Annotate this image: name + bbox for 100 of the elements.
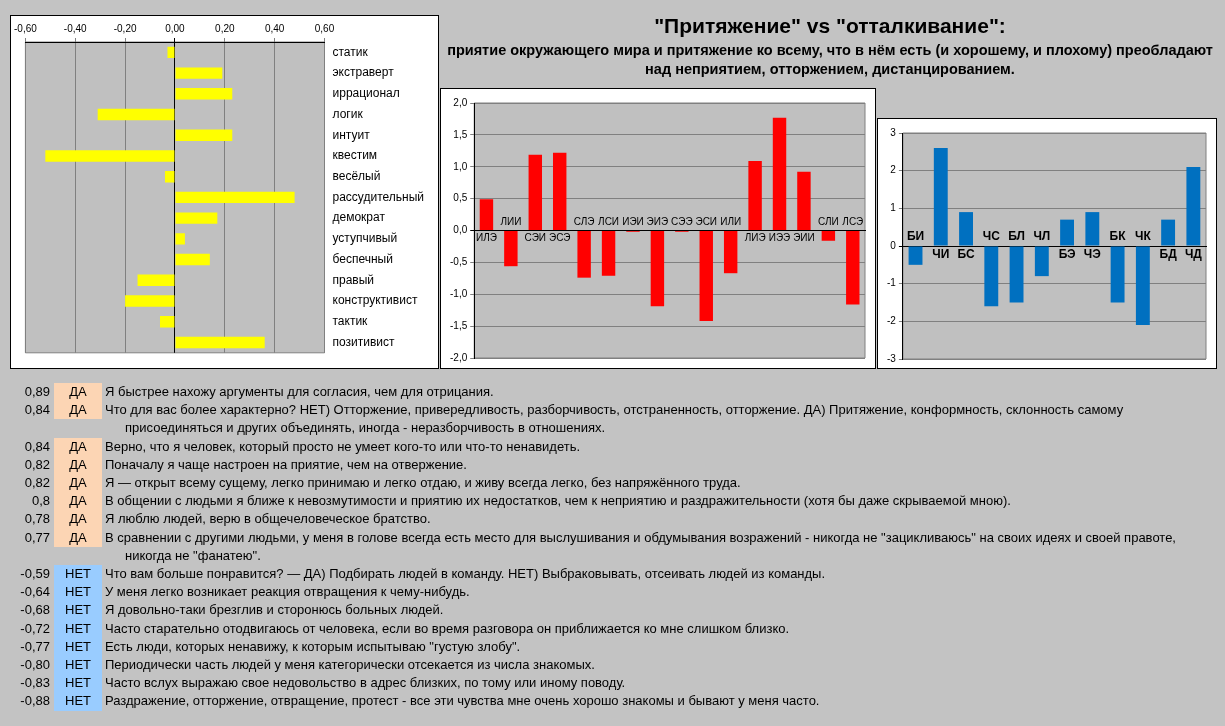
data-label: 0,84 [23, 401, 51, 420]
bar [175, 336, 265, 349]
data-label: -0,77 [19, 637, 51, 656]
y-tick-label: беспечный [332, 251, 393, 266]
x-tick-label: ИЭИ [622, 216, 644, 228]
category-label: ДА [54, 474, 102, 493]
bar [175, 88, 233, 100]
x-tick-label: ЭСИ [695, 216, 718, 228]
y-tick-label: 3 [890, 126, 897, 138]
x-tick-label: БЭ [1058, 247, 1076, 262]
bar [1009, 246, 1024, 303]
category-label: ДА [54, 528, 102, 547]
data-label: -0,64 [19, 583, 51, 602]
y-tick-label: статик [332, 44, 369, 59]
y-tick-label: -2 [886, 315, 897, 327]
bar [748, 161, 762, 230]
x-tick-label: БК [1109, 229, 1127, 244]
x-tick-label: БС [957, 247, 975, 262]
bar [479, 199, 494, 230]
category-label: НЕТ [54, 656, 102, 675]
bar [1034, 246, 1049, 277]
x-tick-label: ЧЭ [1083, 247, 1102, 262]
text: Часто старательно отодвигаюсь от человека, если во время разговора он приближается ко мне слишком близко. [105, 619, 791, 638]
y-tick-label: 0,5 [453, 192, 468, 204]
y-tick-label: рассудительный [332, 189, 424, 204]
y-tick-label: -1,5 [450, 319, 468, 331]
data-label: 0,84 [23, 437, 51, 456]
data-label: -0,88 [19, 692, 51, 711]
y-tick-label: -0,5 [450, 256, 468, 268]
bar [1110, 246, 1125, 303]
y-tick-label: 1,5 [453, 128, 468, 140]
bar [159, 316, 175, 328]
bar [45, 150, 175, 162]
y-tick-label: экстраверт [332, 65, 395, 80]
bar [984, 246, 999, 307]
data-label: 0,82 [23, 455, 51, 474]
bar [772, 117, 787, 230]
bar [175, 129, 233, 141]
bar [1161, 219, 1176, 246]
x-tick-label: ЛСИ [598, 216, 620, 228]
bar [1135, 246, 1150, 326]
y-tick-label: -3 [886, 352, 897, 364]
category-label: НЕТ [54, 692, 102, 711]
text: приятие окружающего мира и притяжение ко всему, что в нём есть (и хорошему, и плохому) преобладают над неприятием, отторжением, дистанцированием. [446, 41, 1214, 79]
y-tick-label: демократ [332, 210, 386, 225]
y-tick-label: -1 [886, 277, 897, 289]
bar [175, 253, 210, 266]
y-tick-label: -2,0 [450, 351, 468, 363]
x-tick-label: ЧИ [932, 247, 950, 262]
y-tick-label: конструктивист [332, 293, 418, 308]
data-label: -0,59 [19, 565, 51, 584]
bar [650, 231, 665, 307]
x-tick-label: ЭИИ [793, 232, 815, 244]
bar [797, 171, 811, 230]
x-tick-label: -0,60 [14, 22, 38, 34]
x-tick-label: -0,40 [63, 22, 88, 34]
category-label: ДА [54, 510, 102, 529]
data-label: 0,78 [23, 510, 51, 529]
category-label: ДА [54, 401, 102, 420]
bar [959, 212, 973, 246]
y-tick-label: иррационал [332, 86, 400, 101]
data-label: -0,68 [19, 601, 51, 620]
text: Что для вас более характерно? НЕТ) Отторжение, привередливость, разборчивость, отстраненность, отторжение. ДА) Притяжение, конформность, склонность самому присоединяться и других объединять, иногда - неразборчивость в отношениях. [105, 401, 1125, 438]
category-label: ДА [54, 437, 102, 456]
y-tick-label: 2 [890, 164, 897, 176]
y-tick-label: позитивист [332, 334, 396, 349]
bar [699, 231, 713, 322]
category-label: НЕТ [54, 601, 102, 620]
y-tick-label: правый [332, 272, 375, 287]
x-tick-label: СЭЭ [671, 216, 693, 228]
text: Раздражение, отторжение, отвращение, протест - все эти чувства мне очень хорошо знакомы и бывают у меня часто. [105, 692, 821, 711]
x-tick-label: ЛИЭ [744, 232, 766, 244]
bar [933, 148, 948, 246]
y-tick-label: тактик [332, 314, 369, 329]
bar [175, 191, 295, 204]
y-tick-label: 2,0 [453, 96, 468, 108]
x-tick-label: СЭИ [524, 232, 547, 244]
y-tick-label: логик [332, 106, 364, 121]
category-label: ДА [54, 492, 102, 511]
text: Периодически часть людей у меня категорически отсекается из числа знакомых. [105, 656, 596, 675]
category-label: ДА [54, 383, 102, 402]
bar [175, 233, 185, 245]
y-tick-label: квестим [332, 148, 378, 163]
y-tick-label: весёлый [332, 168, 381, 183]
x-tick-label: ИЛИ [720, 216, 742, 228]
x-tick-label: ЭИЭ [646, 216, 669, 228]
text: Я быстрее нахожу аргументы для согласия, чем для отрицания. [105, 383, 495, 401]
data-label: -0,83 [19, 674, 51, 693]
x-tick-label: ЛСЭ [842, 216, 864, 228]
y-tick-label: 1 [890, 202, 897, 214]
data-label: 0,89 [23, 383, 51, 401]
bar [164, 170, 175, 183]
y-tick-label: интуит [332, 127, 371, 142]
bar [137, 274, 175, 286]
text: В общении с людьми я ближе к невозмутимости и приятию их недостатков, чем к неприятию и раздражительности (хотя бы даже скрываемой мною). [105, 492, 1012, 511]
y-tick-label: уступчивый [332, 231, 398, 246]
bar [577, 231, 591, 278]
x-tick-label: 0,20 [215, 22, 235, 34]
bar [167, 46, 175, 59]
y-tick-label: 0,0 [453, 224, 468, 236]
